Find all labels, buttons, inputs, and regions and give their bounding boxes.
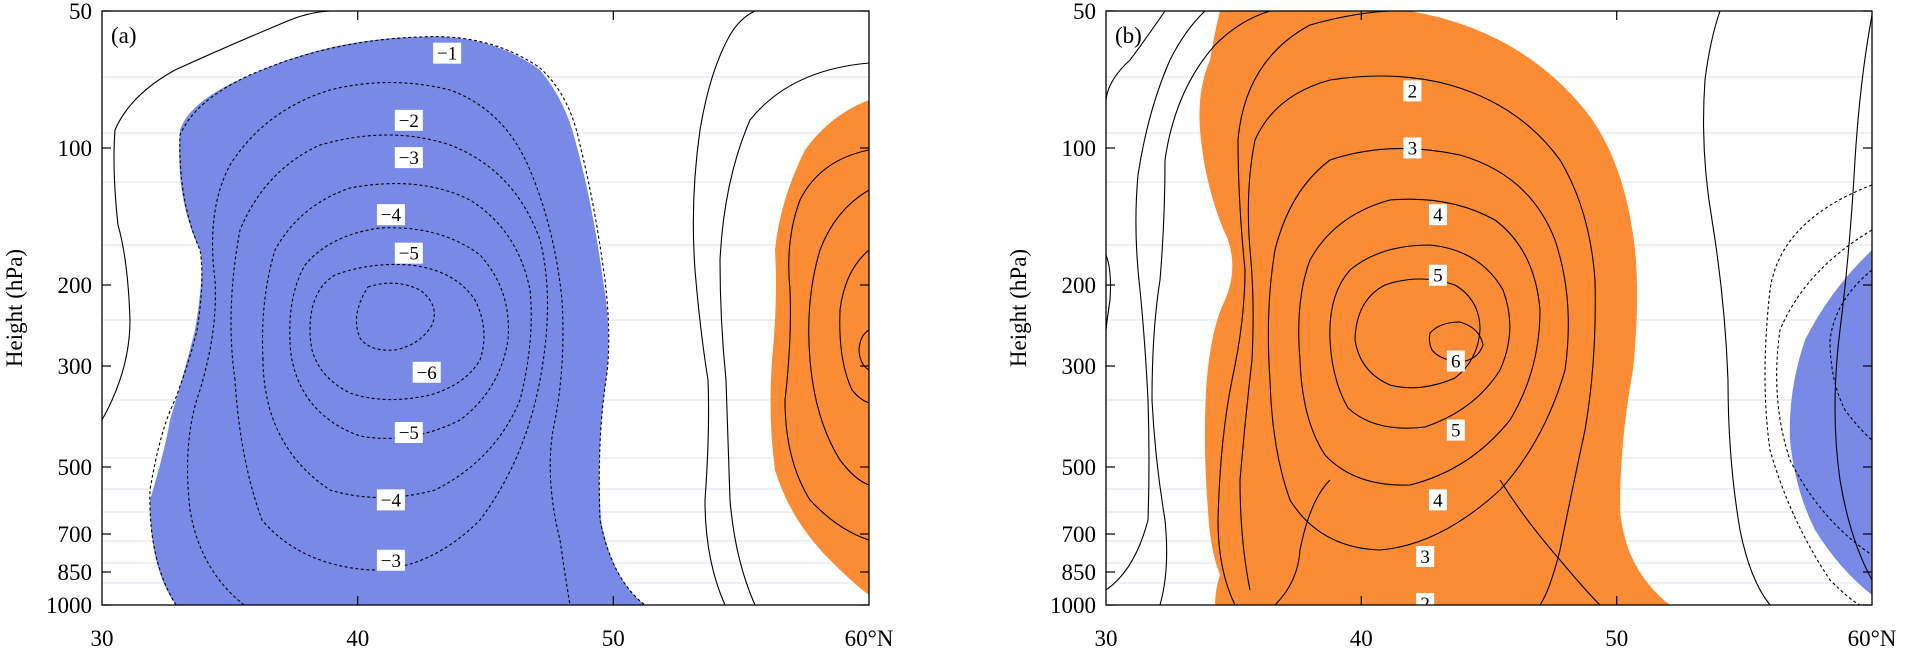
contour-label: 4 bbox=[1433, 490, 1443, 511]
x-tick-labels: 30 40 50 60°N bbox=[91, 626, 894, 651]
y-tick-label: 200 bbox=[58, 273, 93, 298]
contour-label: −4 bbox=[381, 205, 402, 226]
y-tick-label: 100 bbox=[1062, 136, 1097, 161]
tick-marks bbox=[1106, 10, 1872, 606]
contour-label-bg bbox=[394, 421, 423, 443]
contour-label-bg bbox=[376, 549, 405, 571]
contour-label-bg bbox=[1416, 546, 1435, 568]
contour-label-bg bbox=[412, 361, 441, 383]
contour-label: −6 bbox=[417, 363, 437, 384]
y-tick-label: 1000 bbox=[1050, 593, 1096, 618]
contour-label: −2 bbox=[399, 111, 419, 132]
negative-shading bbox=[150, 36, 645, 605]
contour-label: 5 bbox=[1433, 266, 1443, 287]
x-tick-label: 30 bbox=[91, 626, 114, 651]
contour-label-bg bbox=[394, 147, 423, 169]
x-tick-label: 40 bbox=[346, 626, 369, 651]
contour-label: 5 bbox=[1451, 421, 1461, 442]
y-tick-label: 300 bbox=[1062, 354, 1097, 379]
y-tick-label: 50 bbox=[69, 0, 92, 24]
x-tick-label: 50 bbox=[1605, 626, 1628, 651]
y-tick-label: 500 bbox=[58, 455, 93, 480]
tick-marks bbox=[102, 10, 869, 606]
contour-labels: −1 −2 −3 −4 −5 −6 −5 −4 −3 bbox=[376, 42, 462, 572]
contour-label-bg bbox=[1446, 350, 1465, 372]
contour-label-bg bbox=[1403, 80, 1422, 102]
x-tick-label: 60°N bbox=[1848, 626, 1897, 651]
y-tick-label: 850 bbox=[1062, 560, 1097, 585]
contour-label: −1 bbox=[437, 44, 457, 65]
y-tick-label: 300 bbox=[58, 354, 93, 379]
y-tick-label: 700 bbox=[58, 522, 93, 547]
panel-label: (b) bbox=[1115, 23, 1142, 48]
negative-shading bbox=[1789, 250, 1872, 595]
contour-label: −3 bbox=[381, 551, 401, 572]
contour-label: −5 bbox=[399, 423, 419, 444]
contour-label-bg bbox=[376, 489, 405, 511]
contour-label: −4 bbox=[381, 490, 402, 511]
y-tick-label: 700 bbox=[1062, 522, 1097, 547]
x-tick-labels: 30 40 50 60°N bbox=[1095, 626, 1897, 651]
y-axis-title: Height (hPa) bbox=[1006, 249, 1031, 367]
contour-label-bg bbox=[394, 242, 423, 264]
panel-b: 2 3 4 5 6 5 4 3 2 50 100 200 300 500 700 850 100… bbox=[1006, 0, 1897, 651]
x-tick-label: 30 bbox=[1095, 626, 1118, 651]
plot-frame bbox=[1105, 10, 1873, 606]
contour-label: 4 bbox=[1433, 205, 1443, 226]
contour-label-bg bbox=[1446, 419, 1465, 441]
contour-label: 6 bbox=[1451, 352, 1461, 373]
y-tick-label: 1000 bbox=[46, 593, 92, 618]
contour-label: 3 bbox=[1420, 547, 1430, 568]
contour-label: −3 bbox=[399, 148, 419, 169]
positive-shading bbox=[1199, 11, 1670, 605]
y-tick-label: 200 bbox=[1062, 273, 1097, 298]
plot-frame bbox=[101, 10, 870, 606]
x-tick-label: 50 bbox=[602, 626, 625, 651]
contour-lines bbox=[1106, 11, 1872, 605]
contour-label-bg bbox=[1428, 204, 1447, 226]
contour-label-bg bbox=[1428, 264, 1447, 286]
x-tick-label: 40 bbox=[1350, 626, 1373, 651]
contour-label-bg bbox=[376, 204, 405, 226]
y-tick-labels: 50 100 200 300 500 700 850 1000 bbox=[46, 0, 92, 618]
y-tick-label: 500 bbox=[1062, 455, 1097, 480]
contour-label: −5 bbox=[399, 244, 419, 265]
contour-label-bg bbox=[394, 109, 423, 131]
y-tick-label: 100 bbox=[58, 136, 93, 161]
contour-label-bg bbox=[1403, 137, 1422, 159]
x-tick-label: 60°N bbox=[845, 626, 894, 651]
contour-label-bg bbox=[1428, 489, 1447, 511]
y-tick-labels: 50 100 200 300 500 700 850 1000 bbox=[1050, 0, 1096, 618]
panel-label: (a) bbox=[111, 23, 137, 48]
contour-label-bg bbox=[1416, 593, 1435, 605]
y-axis-title: Height (hPa) bbox=[2, 249, 27, 367]
contour-labels: 2 3 4 5 6 5 4 3 2 bbox=[1403, 80, 1465, 615]
y-tick-label: 850 bbox=[58, 560, 93, 585]
panel-a: −1 −2 −3 −4 −5 −6 −5 −4 −3 50 100 200 300 500 70… bbox=[2, 0, 894, 651]
contour-label: 2 bbox=[1408, 81, 1418, 102]
contour-label: 3 bbox=[1408, 138, 1418, 159]
y-tick-label: 50 bbox=[1073, 0, 1096, 24]
positive-shading bbox=[770, 100, 869, 595]
contour-label: 2 bbox=[1420, 594, 1430, 615]
contour-label-bg bbox=[433, 42, 462, 64]
contour-lines bbox=[102, 11, 869, 605]
